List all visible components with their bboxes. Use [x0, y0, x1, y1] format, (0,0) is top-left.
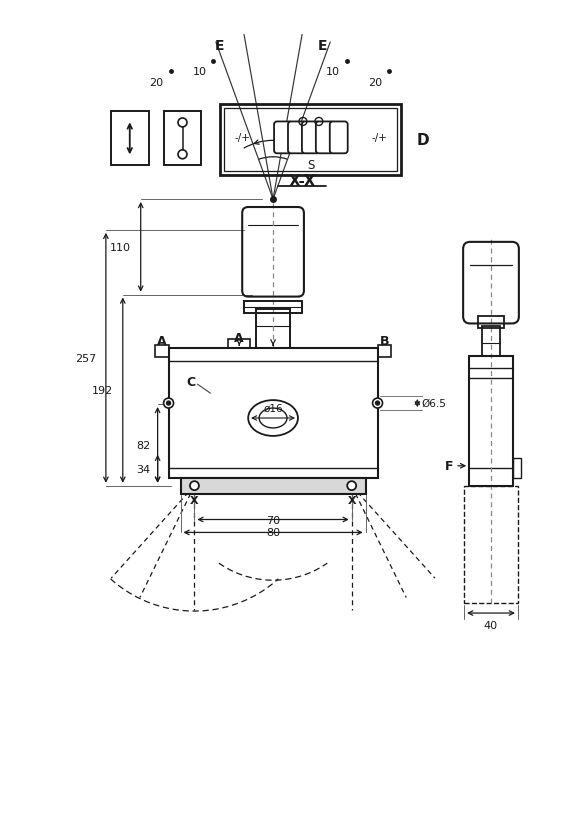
Text: 80: 80	[266, 528, 280, 538]
Text: 257: 257	[75, 354, 96, 364]
Text: 10: 10	[326, 67, 340, 77]
Text: 20: 20	[368, 78, 383, 88]
Ellipse shape	[190, 482, 199, 491]
Text: S: S	[307, 159, 315, 171]
Text: 40: 40	[484, 620, 498, 630]
Bar	[464, 486, 518, 604]
Text: A: A	[235, 332, 244, 344]
Text: 20: 20	[149, 78, 164, 88]
Text: F: F	[445, 460, 454, 472]
FancyBboxPatch shape	[288, 122, 306, 154]
Text: D: D	[417, 133, 430, 148]
Ellipse shape	[347, 482, 356, 491]
Bar	[256, 309, 290, 349]
Text: E: E	[318, 38, 328, 53]
Text: 70: 70	[266, 515, 280, 525]
FancyBboxPatch shape	[274, 122, 292, 154]
Bar	[164, 112, 201, 166]
Bar	[244, 301, 302, 314]
Bar	[169, 349, 378, 478]
Text: E: E	[214, 38, 224, 53]
Text: X: X	[347, 495, 356, 505]
Text: 110: 110	[110, 242, 131, 252]
Text: 192: 192	[92, 385, 113, 395]
FancyBboxPatch shape	[330, 122, 348, 154]
Bar	[478, 317, 504, 329]
Text: 34: 34	[137, 464, 150, 474]
Ellipse shape	[372, 399, 383, 409]
Bar	[469, 357, 513, 486]
FancyBboxPatch shape	[302, 122, 320, 154]
Text: X-X: X-X	[288, 173, 316, 188]
Bar	[111, 112, 149, 166]
Text: A: A	[157, 334, 166, 348]
Ellipse shape	[376, 401, 380, 405]
Bar	[154, 346, 169, 358]
Text: 10: 10	[192, 67, 206, 77]
Bar	[224, 109, 398, 172]
Bar	[228, 340, 250, 349]
Text: B: B	[380, 334, 390, 348]
Text: Ø6.5: Ø6.5	[422, 399, 447, 409]
Text: 82: 82	[136, 441, 150, 451]
Text: ø16: ø16	[263, 404, 283, 414]
Text: -/+: -/+	[372, 133, 387, 143]
Bar	[181, 478, 366, 494]
Text: -/+: -/+	[235, 133, 250, 143]
Bar	[513, 458, 521, 478]
FancyBboxPatch shape	[316, 122, 334, 154]
Bar	[482, 327, 500, 357]
Text: X: X	[190, 495, 198, 505]
Text: C: C	[186, 375, 195, 388]
Ellipse shape	[164, 399, 173, 409]
Bar	[378, 346, 391, 358]
Bar	[220, 104, 402, 176]
Ellipse shape	[166, 401, 170, 405]
